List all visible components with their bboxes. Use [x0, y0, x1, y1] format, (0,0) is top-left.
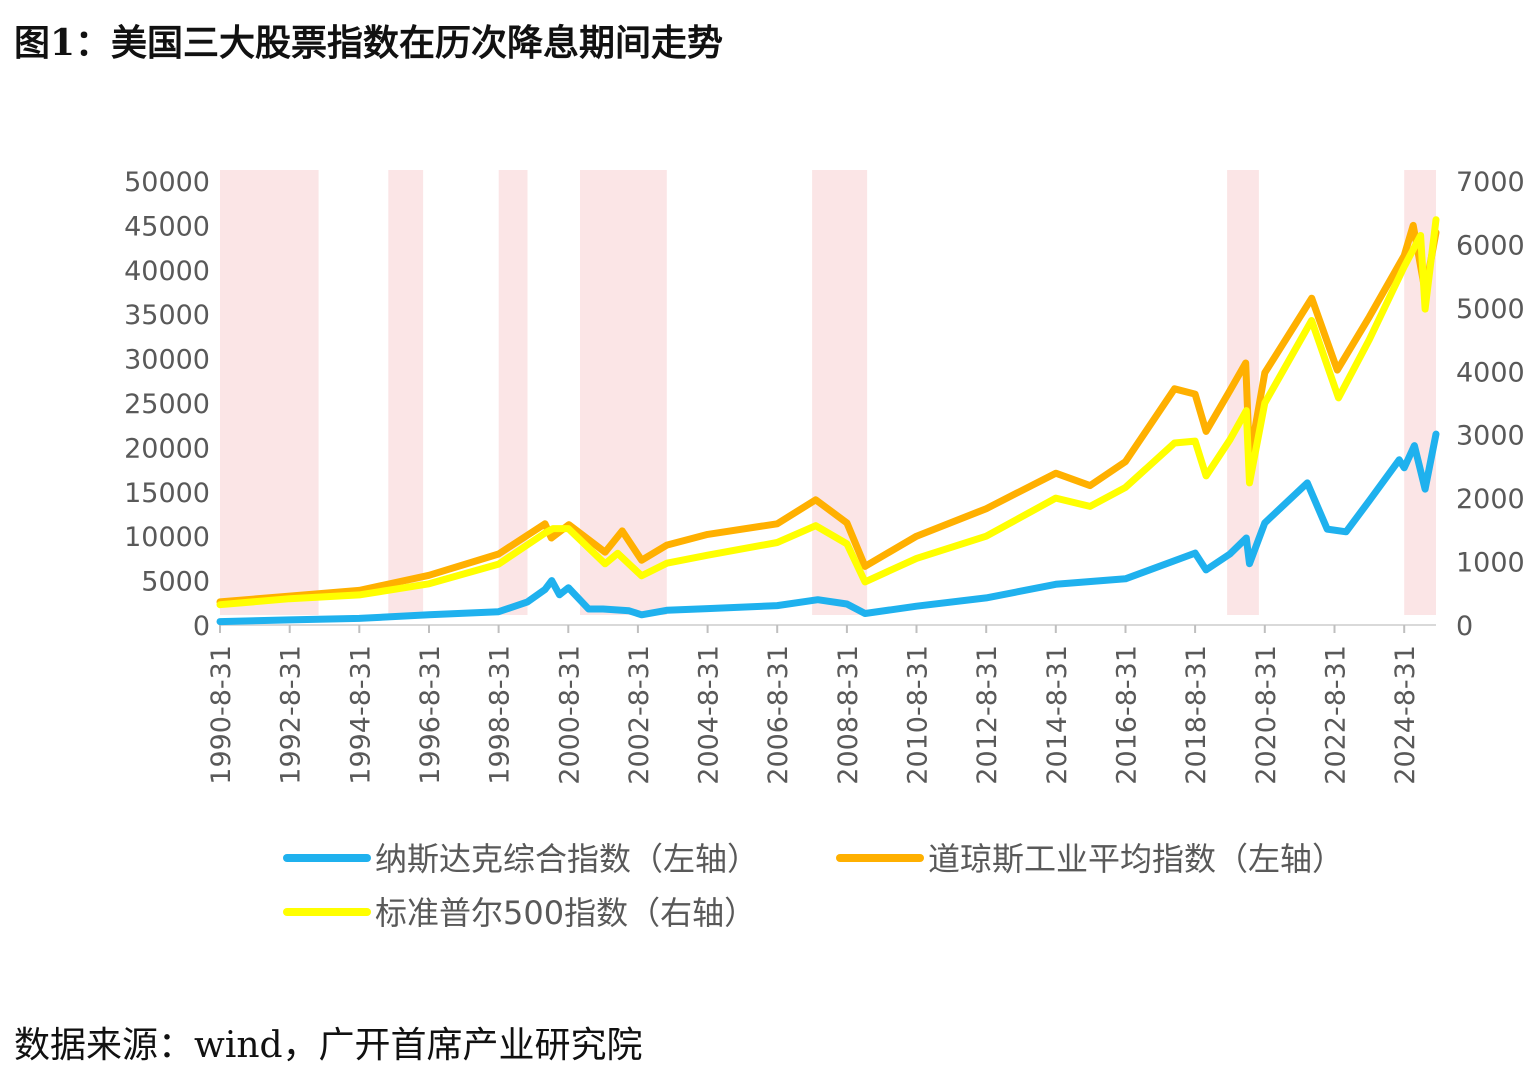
- series-line-3: [216, 216, 1440, 609]
- x-tick-label: 2002-8-31: [624, 645, 655, 785]
- x-axis-ticks: 1990-8-31 1992-8-31 1994-8-31 1996-8-31 1998…: [206, 625, 1421, 785]
- x-tick-label: 1990-8-31: [206, 645, 237, 785]
- legend-label-3: 标准普尔500指数（右轴）: [375, 894, 756, 932]
- y-left-tick-label: 50000: [124, 167, 210, 198]
- stock-index-chart: 0500010000150002000025000300003500040000…: [124, 167, 1525, 932]
- x-tick-label: 2016-8-31: [1112, 645, 1143, 785]
- y-left-tick-label: 0: [193, 611, 210, 642]
- y-left-tick-label: 25000: [124, 389, 210, 420]
- x-tick-label: 2004-8-31: [694, 645, 725, 785]
- y-left-tick-label: 40000: [124, 256, 210, 287]
- x-tick-label: 2010-8-31: [903, 645, 934, 785]
- legend: 纳斯达克综合指数（左轴） 道琼斯工业平均指数（左轴） 标准普尔500指数（右轴）: [283, 840, 1344, 932]
- y-right-tick-label: 3000: [1456, 421, 1525, 452]
- x-tick-label: 2008-8-31: [833, 645, 864, 785]
- rate-cut-shade-2: [388, 170, 424, 615]
- y-right-tick-label: 0: [1456, 611, 1473, 642]
- figure-title: 图1：美国三大股票指数在历次降息期间走势: [14, 22, 724, 64]
- series-line-1: [216, 430, 1440, 626]
- y-left-tick-label: 15000: [124, 478, 210, 509]
- rate-cut-shade-1: [220, 170, 319, 615]
- x-tick-label: 2000-8-31: [554, 645, 585, 785]
- y-left-tick-label: 5000: [141, 567, 210, 598]
- series-line-2: [216, 221, 1440, 606]
- x-tick-label: 1996-8-31: [415, 645, 446, 785]
- series-lines: [216, 216, 1440, 626]
- x-tick-label: 2022-8-31: [1321, 645, 1352, 785]
- x-tick-label: 1998-8-31: [485, 645, 516, 785]
- x-tick-label: 2020-8-31: [1251, 645, 1282, 785]
- x-tick-label: 2018-8-31: [1181, 645, 1212, 785]
- x-tick-label: 2006-8-31: [763, 645, 794, 785]
- x-tick-label: 1994-8-31: [345, 645, 376, 785]
- y-left-tick-label: 10000: [124, 522, 210, 553]
- y-left-tick-label: 20000: [124, 433, 210, 464]
- y-right-tick-label: 4000: [1456, 357, 1525, 388]
- x-tick-label: 1992-8-31: [276, 645, 307, 785]
- y-right-tick-label: 2000: [1456, 484, 1525, 515]
- y-axis-left-ticks: 0 5000 10000 15000 20000 25000 30000 35000 40000…: [124, 167, 210, 642]
- legend-label-1: 纳斯达克综合指数（左轴）: [375, 840, 759, 878]
- y-right-tick-label: 6000: [1456, 230, 1525, 261]
- data-source-note: 数据来源：wind，广开首席产业研究院: [14, 1025, 643, 1066]
- y-right-tick-label: 7000: [1456, 167, 1525, 198]
- y-axis-right-ticks: 0 1000 2000 3000 4000 5000 6000 7000: [1456, 167, 1525, 642]
- y-right-tick-label: 5000: [1456, 294, 1525, 325]
- legend-label-2: 道琼斯工业平均指数（左轴）: [928, 840, 1344, 878]
- y-left-tick-label: 35000: [124, 300, 210, 331]
- y-left-tick-label: 45000: [124, 211, 210, 242]
- y-left-tick-label: 30000: [124, 345, 210, 376]
- y-right-tick-label: 1000: [1456, 548, 1525, 579]
- x-tick-label: 2012-8-31: [972, 645, 1003, 785]
- x-tick-label: 2024-8-31: [1390, 645, 1421, 785]
- x-tick-label: 2014-8-31: [1042, 645, 1073, 785]
